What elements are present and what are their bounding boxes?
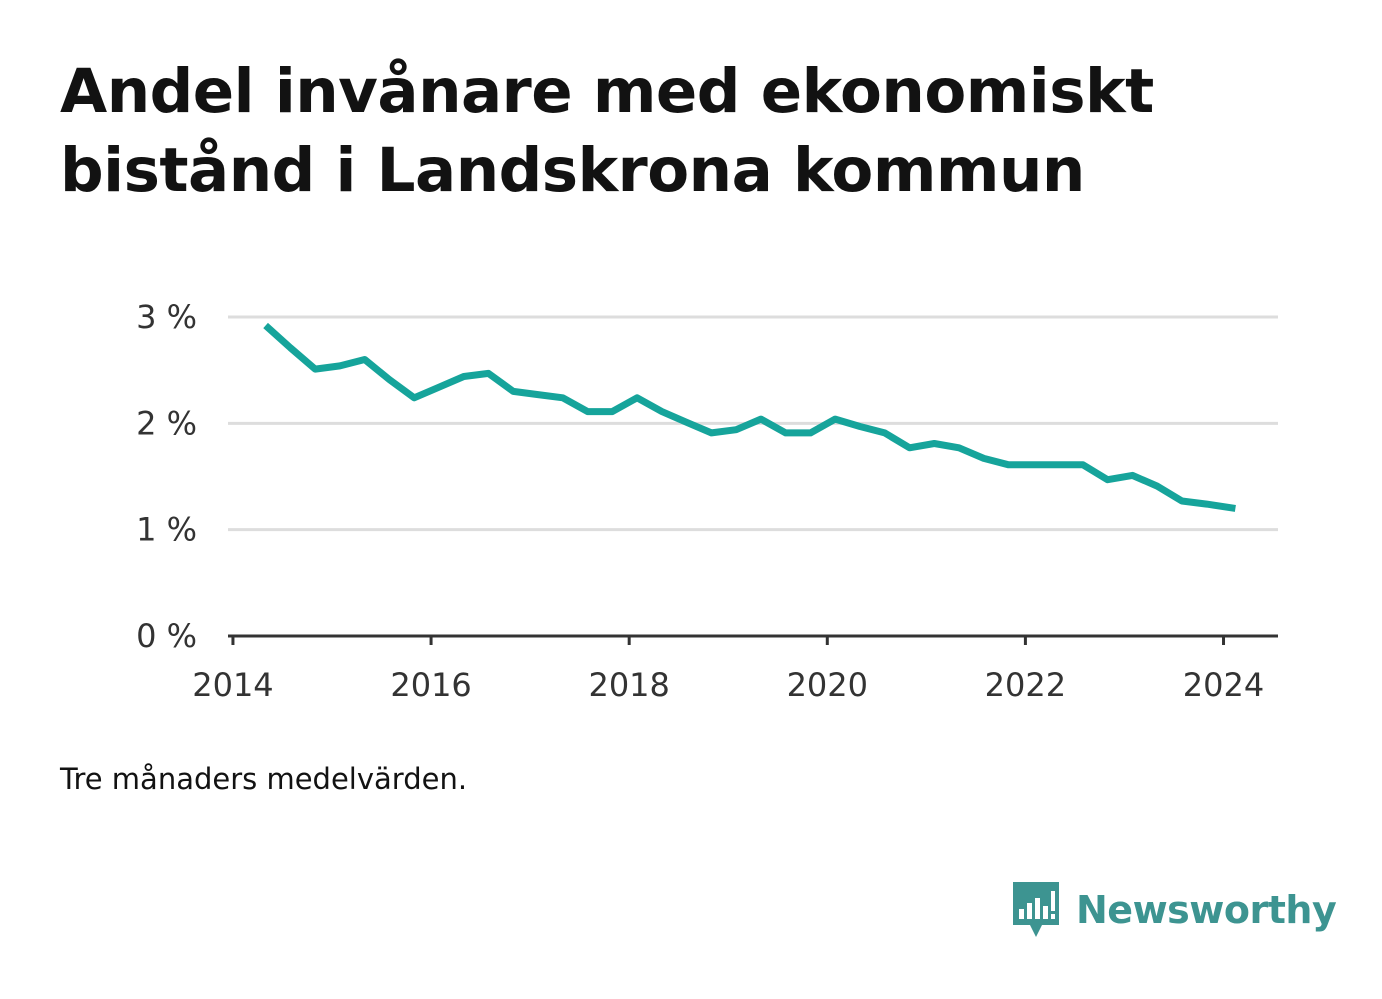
x-tick-label: 2014	[192, 666, 273, 704]
y-tick-label: 3 %	[136, 298, 197, 336]
x-axis: 2014 2016 2018 2020 2022 2024	[192, 634, 1278, 704]
x-tick-label: 2020	[787, 666, 868, 704]
y-tick-label: 0 %	[136, 617, 197, 655]
chart-title-line-2: bistånd i Landskrona kommun	[60, 135, 1085, 206]
chart-title-line-1: Andel invånare med ekonomiskt	[60, 56, 1154, 127]
series-line	[263, 322, 1236, 512]
series-layer	[263, 322, 1236, 512]
newsworthy-logo-icon	[1010, 879, 1062, 941]
x-tick-label: 2016	[390, 666, 471, 704]
chart-title: Andel invånare med ekonomiskt bistånd i …	[60, 52, 1260, 210]
x-tick-label: 2018	[588, 666, 669, 704]
y-tick-label: 2 %	[136, 404, 197, 442]
y-tick-label: 1 %	[136, 511, 197, 549]
x-tick-label: 2024	[1183, 666, 1264, 704]
brand-logo: Newsworthy	[1010, 878, 1337, 942]
brand-name: Newsworthy	[1076, 888, 1337, 932]
x-tick-label: 2022	[985, 666, 1066, 704]
chart-note: Tre månaders medelvärden.	[60, 762, 468, 796]
